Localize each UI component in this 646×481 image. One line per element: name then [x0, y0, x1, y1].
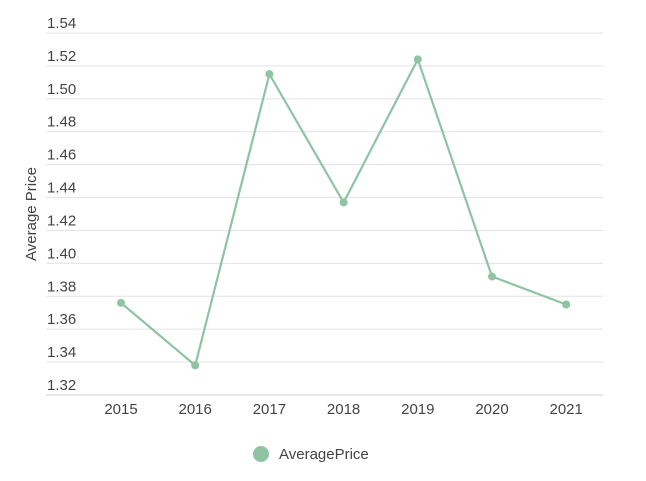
x-tick-label: 2017: [253, 401, 286, 418]
data-point[interactable]: [339, 198, 348, 207]
data-point[interactable]: [265, 70, 274, 79]
data-point[interactable]: [191, 361, 200, 370]
data-point[interactable]: [488, 272, 496, 281]
y-tick-label: 1.48: [47, 114, 76, 131]
y-tick-label: 1.36: [47, 311, 76, 328]
y-axis: 1.32 1.34 1.36 1.38 1.40 1.42 1.44 1.46 1.48 1.50…: [47, 15, 76, 394]
x-tick-label: 2019: [401, 401, 434, 418]
series-line: [120, 58, 567, 367]
x-axis: 2015 2016 2017 2018 2019 2020 2021: [104, 401, 583, 418]
y-tick-label: 1.34: [47, 344, 76, 361]
x-tick-label: 2016: [179, 401, 212, 418]
data-point[interactable]: [413, 55, 422, 64]
x-tick-label: 2020: [475, 401, 508, 418]
y-axis-title: Average Price: [23, 167, 40, 261]
y-tick-label: 1.54: [47, 15, 76, 32]
y-tick-label: 1.46: [47, 147, 76, 164]
x-tick-label: 2015: [104, 401, 137, 418]
y-tick-label: 1.42: [47, 212, 76, 229]
series-group: [117, 55, 571, 370]
y-tick-label: 1.38: [47, 278, 76, 295]
data-point[interactable]: [117, 298, 125, 307]
y-tick-label: 1.52: [47, 48, 76, 65]
y-tick-label: 1.50: [47, 81, 76, 98]
y-tick-label: 1.32: [47, 377, 76, 394]
x-tick-label: 2018: [327, 401, 360, 418]
data-point[interactable]: [562, 300, 571, 309]
legend-label: AveragePrice: [279, 446, 369, 463]
legend-swatch-icon: [253, 446, 269, 462]
y-tick-label: 1.44: [47, 180, 76, 197]
legend[interactable]: AveragePrice: [253, 446, 369, 463]
grid-lines: [46, 32, 603, 396]
x-tick-label: 2021: [550, 401, 583, 418]
y-tick-label: 1.40: [47, 245, 76, 262]
